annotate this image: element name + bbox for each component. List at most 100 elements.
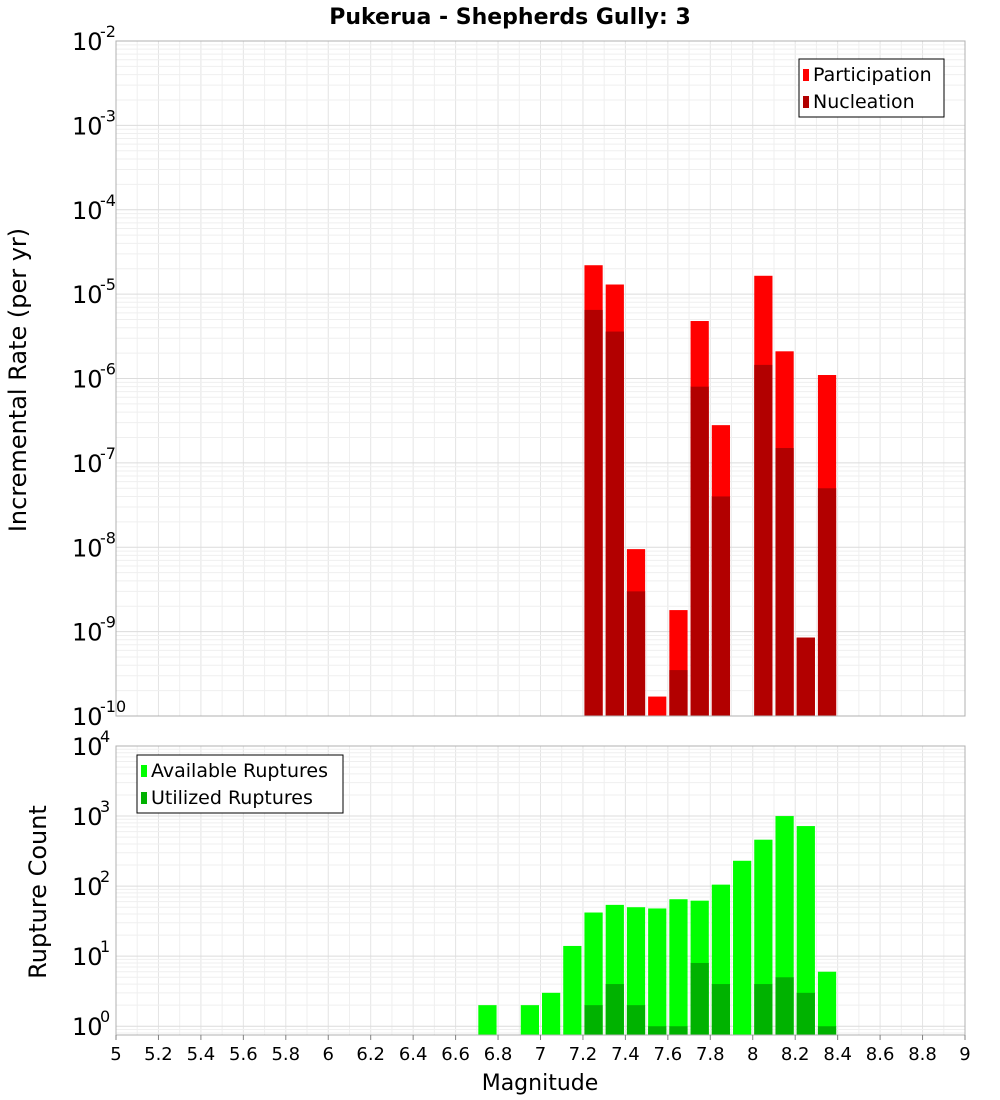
y-tick-base: 10 <box>72 703 103 731</box>
legend-swatch <box>803 69 809 81</box>
x-tick-label: 5.8 <box>271 1044 300 1065</box>
count-bar-available-ruptures <box>584 912 603 1035</box>
legend-swatch <box>141 792 147 804</box>
y-tick-label: 104 <box>72 727 110 761</box>
count-bar-utilized-ruptures <box>584 1005 603 1035</box>
chart-title: Pukerua - Shepherds Gully: 3 <box>329 5 691 30</box>
count-bar-available-ruptures <box>817 971 837 1035</box>
y-tick-base: 10 <box>72 28 103 56</box>
count-bar-utilized-ruptures <box>775 977 794 1035</box>
count-bar-utilized-ruptures <box>754 984 773 1035</box>
x-tick-label: 8.2 <box>781 1044 810 1065</box>
x-tick-label: 7.8 <box>696 1044 725 1065</box>
rate-bar-nucleation <box>711 496 731 716</box>
y-tick-label: 102 <box>72 867 110 901</box>
count-bar-utilized-ruptures <box>648 1026 667 1035</box>
count-legend: Available Ruptures Utilized Ruptures <box>136 754 344 814</box>
rate-bar-nucleation <box>754 364 773 716</box>
y-tick-exponent: -2 <box>100 22 116 41</box>
x-tick-label: 6.6 <box>441 1044 470 1065</box>
legend-box <box>798 58 945 118</box>
x-tick-label: 6.2 <box>356 1044 385 1065</box>
y-tick-label: 100 <box>72 1007 110 1041</box>
y-tick-exponent: -4 <box>100 191 116 210</box>
count-y-axis-label: Rupture Count <box>24 805 52 979</box>
y-tick-base: 10 <box>72 803 103 831</box>
count-bar-available-ruptures <box>796 826 815 1035</box>
y-tick-base: 10 <box>72 366 103 394</box>
y-tick-exponent: -3 <box>100 106 116 125</box>
y-tick-label: 10-10 <box>72 697 126 731</box>
legend-swatch <box>141 765 147 777</box>
y-tick-label: 10-7 <box>72 444 116 478</box>
x-axis-ticks: 5 5.2 5.4 5.6 5.8 6 6.2 6.4 6.6 6.8 7 7.2 7.4 7.6 7.8 8… <box>110 1035 971 1065</box>
y-tick-exponent: 1 <box>100 937 110 956</box>
count-bar-utilized-ruptures <box>626 1005 646 1035</box>
legend-label: Nucleation <box>813 91 915 113</box>
y-tick-label: 10-2 <box>72 22 116 56</box>
y-tick-exponent: 2 <box>100 867 110 886</box>
x-tick-label: 6 <box>323 1044 334 1065</box>
y-tick-base: 10 <box>72 112 103 140</box>
y-tick-label: 10-6 <box>72 360 116 394</box>
x-tick-label: 7 <box>535 1044 546 1065</box>
x-tick-label: 6.4 <box>399 1044 428 1065</box>
count-bar-available-ruptures <box>733 860 752 1035</box>
y-tick-exponent: -5 <box>100 275 116 294</box>
rate-legend: Participation Nucleation <box>798 58 945 118</box>
count-bar-utilized-ruptures <box>817 1026 837 1035</box>
rate-bar-nucleation <box>690 386 709 716</box>
x-tick-label: 7.2 <box>569 1044 598 1065</box>
x-tick-label: 8.8 <box>908 1044 937 1065</box>
count-bar-utilized-ruptures <box>690 962 709 1035</box>
y-tick-base: 10 <box>72 619 103 647</box>
count-bar-available-ruptures <box>669 899 688 1035</box>
y-tick-base: 10 <box>72 281 103 309</box>
y-tick-exponent: -10 <box>100 697 126 716</box>
legend-swatch <box>803 96 809 108</box>
y-tick-exponent: -8 <box>100 528 116 547</box>
rate-bar-nucleation <box>626 591 646 716</box>
legend-label: Participation <box>813 64 932 86</box>
y-tick-base: 10 <box>72 943 103 971</box>
count-bar-utilized-ruptures <box>711 984 731 1035</box>
count-bar-available-ruptures <box>563 945 582 1035</box>
rate-bar-nucleation <box>796 637 815 716</box>
y-tick-exponent: -6 <box>100 360 116 379</box>
legend-label: Available Ruptures <box>151 760 328 782</box>
x-tick-label: 7.4 <box>611 1044 640 1065</box>
x-tick-label: 7.6 <box>654 1044 683 1065</box>
rate-bar-nucleation <box>605 331 624 716</box>
count-bar-utilized-ruptures <box>796 992 815 1035</box>
count-bars <box>478 816 837 1035</box>
y-tick-exponent: 4 <box>100 727 110 746</box>
y-tick-label: 10-5 <box>72 275 116 309</box>
legend-label: Utilized Ruptures <box>151 787 313 809</box>
y-tick-base: 10 <box>72 873 103 901</box>
x-tick-label: 5 <box>110 1044 121 1065</box>
rate-bars <box>584 265 837 716</box>
x-tick-label: 8 <box>747 1044 758 1065</box>
y-tick-base: 10 <box>72 733 103 761</box>
rate-bar-nucleation <box>817 488 837 716</box>
y-tick-exponent: 3 <box>100 797 110 816</box>
rate-bar-participation <box>648 696 667 716</box>
y-tick-label: 101 <box>72 937 110 971</box>
x-tick-label: 6.8 <box>484 1044 513 1065</box>
count-bar-available-ruptures <box>626 907 646 1035</box>
y-tick-exponent: -9 <box>100 613 116 632</box>
rate-bar-nucleation <box>775 448 794 716</box>
x-tick-label: 5.2 <box>144 1044 173 1065</box>
y-tick-label: 103 <box>72 797 110 831</box>
count-bar-available-ruptures <box>542 992 561 1035</box>
count-bar-utilized-ruptures <box>669 1026 688 1035</box>
x-axis-label: Magnitude <box>482 1071 599 1096</box>
x-tick-label: 5.4 <box>187 1044 216 1065</box>
y-tick-base: 10 <box>72 534 103 562</box>
y-tick-base: 10 <box>72 197 103 225</box>
x-tick-label: 8.6 <box>866 1044 895 1065</box>
